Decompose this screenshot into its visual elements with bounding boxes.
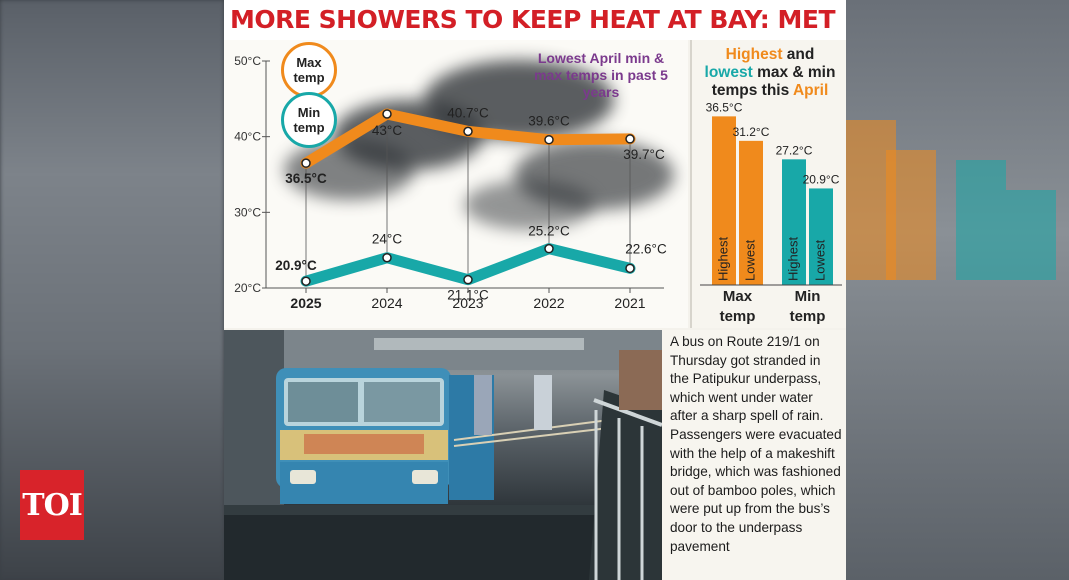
bar xyxy=(712,116,736,286)
bg-teal-bar xyxy=(956,160,1006,280)
photo-illustration xyxy=(224,330,662,580)
y-tick-label: 40°C xyxy=(234,130,261,144)
title-and: and xyxy=(782,46,815,63)
bar-chart-panel: Highest and lowest max & min temps this … xyxy=(690,40,846,328)
data-point xyxy=(382,109,392,119)
bar xyxy=(782,159,806,285)
bar xyxy=(739,140,763,285)
bar-value-label: 31.2°C xyxy=(733,125,770,139)
legend-max-line2: temp xyxy=(293,70,325,85)
chart-note: Lowest April min & max temps in past 5 y… xyxy=(534,50,668,100)
bg-orange-bar xyxy=(886,150,936,280)
bar-chart-title: Highest and lowest max & min temps this … xyxy=(692,46,846,100)
line-chart: 20°C 30°C 40°C 50°C 2025 2024 2023 2022 2021 36.5… xyxy=(234,54,667,311)
bus-photo xyxy=(224,330,662,580)
data-label: 36.5°C xyxy=(285,171,327,186)
legend-min-line1: Min xyxy=(297,105,321,120)
bar xyxy=(809,188,833,285)
data-label: 39.6°C xyxy=(528,114,570,129)
legend-max-line1: Max xyxy=(296,55,322,70)
background-right xyxy=(846,0,1069,580)
data-label: 24°C xyxy=(372,232,402,247)
group-label: Min xyxy=(795,288,821,305)
data-label: 25.2°C xyxy=(528,224,570,239)
legend-max: Max temp xyxy=(281,42,337,98)
cloud-shape xyxy=(464,180,594,230)
legend-min: Min temp xyxy=(281,92,337,148)
toi-logo: TOI xyxy=(20,470,84,540)
bar-category-label: Highest xyxy=(715,237,730,281)
x-tick-label: 2021 xyxy=(614,295,645,311)
data-label: 20.9°C xyxy=(275,258,317,273)
data-point xyxy=(301,276,311,286)
group-label: Max xyxy=(723,288,753,305)
bg-teal-bar xyxy=(1006,190,1056,280)
bar-value-label: 27.2°C xyxy=(776,143,813,157)
bar-category-label: Lowest xyxy=(742,239,757,281)
data-label: 39.7°C xyxy=(623,147,665,162)
headline: MORE SHOWERS TO KEEP HEAT AT BAY: MET xyxy=(224,0,846,40)
data-point xyxy=(301,158,311,168)
data-point xyxy=(463,274,473,285)
x-tick-label: 2024 xyxy=(371,295,402,311)
data-label: 43°C xyxy=(372,123,402,138)
title-middle: max & min temps this xyxy=(711,64,836,99)
x-tick-label: 2023 xyxy=(452,295,483,311)
data-label: 21.1°C xyxy=(447,288,489,303)
y-tick-label: 30°C xyxy=(234,205,261,219)
bar-value-label: 36.5°C xyxy=(706,100,743,114)
data-point xyxy=(463,126,473,137)
y-tick-label: 20°C xyxy=(234,281,261,295)
x-tick-label: 2025 xyxy=(290,295,321,311)
photo-caption: A bus on Route 219/1 on Thursday got str… xyxy=(670,334,842,554)
x-tick-label: 2022 xyxy=(533,295,564,311)
title-lowest: lowest xyxy=(704,64,753,81)
bar-value-label: 20.9°C xyxy=(803,172,840,186)
data-point xyxy=(382,252,392,263)
data-label: 22.6°C xyxy=(625,241,667,256)
bar-category-label: Highest xyxy=(785,237,800,281)
data-label: 40.7°C xyxy=(447,105,489,120)
line-chart-panel: 20°C 30°C 40°C 50°C 2025 2024 2023 2022 2021 36.5… xyxy=(224,40,688,328)
bar-chart: 36.5°C Highest 31.2°C Lowest Max temp 27.2°C Hi… xyxy=(700,100,842,325)
group-label: temp xyxy=(790,308,826,325)
caption-box: A bus on Route 219/1 on Thursday got str… xyxy=(662,330,846,580)
data-point xyxy=(625,134,635,144)
y-tick-label: 50°C xyxy=(234,54,261,68)
title-april: April xyxy=(792,82,829,99)
data-point xyxy=(544,243,554,254)
title-highest: Highest xyxy=(725,46,783,63)
data-point xyxy=(544,134,554,145)
infographic-card: MORE SHOWERS TO KEEP HEAT AT BAY: MET 20… xyxy=(224,0,846,580)
legend-min-line2: temp xyxy=(293,120,325,135)
data-point xyxy=(625,263,635,274)
bar-category-label: Lowest xyxy=(812,239,827,281)
group-label: temp xyxy=(720,308,756,325)
